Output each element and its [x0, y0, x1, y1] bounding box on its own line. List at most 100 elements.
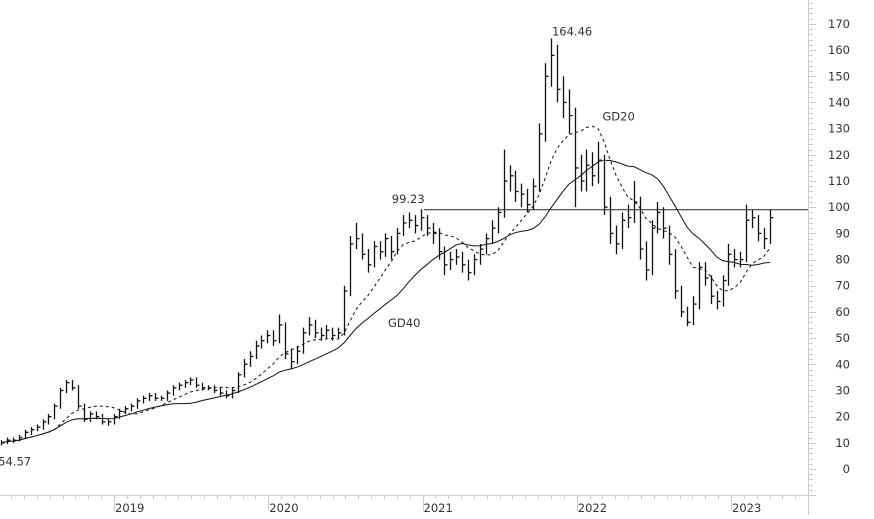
- price-bar: [461, 251, 466, 273]
- price-bar: [113, 414, 118, 425]
- price-bar: [89, 411, 94, 422]
- label-gd20: GD20: [602, 109, 634, 123]
- price-bar: [467, 259, 472, 281]
- price-bar: [609, 196, 614, 244]
- x-tick-label: 2020: [269, 501, 298, 515]
- price-bar: [532, 178, 537, 210]
- price-bar: [739, 251, 744, 268]
- price-bar: [402, 215, 407, 236]
- y-tick-label: 170: [828, 17, 850, 31]
- price-bar: [686, 306, 691, 327]
- price-bar: [414, 215, 419, 234]
- price-bar: [124, 406, 129, 415]
- label-gd40: GD40: [388, 316, 420, 330]
- price-bars: [0, 38, 774, 446]
- price-bar: [260, 335, 265, 349]
- price-bar: [284, 322, 289, 360]
- price-bar: [509, 165, 514, 192]
- price-bar: [396, 228, 401, 255]
- ma-line-gd20: [1, 125, 771, 444]
- price-bar: [680, 285, 685, 318]
- price-bar: [142, 395, 147, 404]
- price-bar: [639, 196, 644, 260]
- annotation-high: 164.46: [552, 24, 592, 38]
- price-bar: [763, 228, 768, 250]
- price-bar: [550, 38, 555, 87]
- price-bar: [65, 379, 70, 394]
- y-tick-label: 0: [843, 462, 850, 476]
- price-bar: [237, 372, 242, 394]
- x-tick-label: 2021: [424, 501, 453, 515]
- price-bar: [213, 385, 218, 394]
- y-tick-label: 10: [835, 436, 850, 450]
- price-bar: [6, 437, 11, 445]
- price-bar: [53, 403, 58, 420]
- price-bar: [343, 285, 348, 336]
- price-bar: [320, 327, 325, 341]
- price-bar: [355, 222, 360, 250]
- price-bar: [568, 89, 573, 134]
- x-tick-label: 2022: [578, 501, 607, 515]
- price-bar: [443, 246, 448, 276]
- price-bar: [727, 243, 732, 286]
- price-bar: [722, 275, 727, 307]
- price-bar: [751, 209, 756, 229]
- price-bar: [716, 290, 721, 310]
- price-bar: [692, 296, 697, 326]
- price-bar: [367, 249, 372, 273]
- price-bar: [621, 212, 626, 250]
- price-bar: [704, 262, 709, 286]
- y-tick-label: 90: [835, 226, 850, 240]
- price-bar: [107, 419, 112, 426]
- price-bar: [302, 327, 307, 354]
- price-bar: [591, 152, 596, 187]
- price-bar: [662, 207, 667, 239]
- axes: 0 10 20 30 40 50 60 70 80 90 100 110 120 130 140 150 160…: [0, 0, 850, 515]
- price-bar: [24, 429, 29, 439]
- price-bar: [207, 385, 212, 391]
- price-bar: [627, 204, 632, 229]
- price-bar: [195, 377, 200, 388]
- price-bar: [178, 382, 183, 391]
- y-tick-label: 100: [828, 200, 850, 214]
- y-tick-label: 20: [835, 410, 850, 424]
- price-bar: [580, 154, 585, 192]
- price-bar: [520, 183, 525, 208]
- price-bar: [71, 379, 76, 391]
- price-bar: [449, 251, 454, 271]
- price-bar: [745, 204, 750, 263]
- price-bar: [562, 76, 567, 119]
- price-bar: [757, 215, 762, 242]
- price-bar: [574, 107, 579, 208]
- annotation-resistance: 99.23: [392, 192, 425, 206]
- price-bar: [379, 241, 384, 260]
- price-bar: [651, 220, 656, 276]
- price-bar: [136, 398, 141, 409]
- price-bar: [615, 225, 620, 255]
- price-bar: [266, 330, 271, 344]
- price-bar: [349, 235, 354, 297]
- price-bar: [390, 235, 395, 260]
- price-bar: [733, 249, 738, 268]
- price-bar: [314, 319, 319, 339]
- y-tick-label: 50: [835, 331, 850, 345]
- price-bar: [337, 327, 342, 339]
- price-bar: [645, 241, 650, 281]
- price-bar: [290, 348, 295, 370]
- price-bar: [420, 209, 425, 231]
- y-tick-label: 160: [828, 43, 850, 57]
- y-tick-label: 40: [835, 357, 850, 371]
- price-bar: [278, 314, 283, 344]
- price-bar: [438, 228, 443, 260]
- price-bar: [426, 215, 431, 236]
- y-tick-label: 130: [828, 122, 850, 136]
- price-bar: [432, 222, 437, 244]
- price-bar: [231, 387, 236, 399]
- price-bar: [101, 414, 106, 425]
- price-bar: [556, 44, 561, 103]
- price-bar: [544, 63, 549, 142]
- price-bar: [36, 424, 41, 432]
- price-bar: [296, 345, 301, 365]
- price-bar: [272, 330, 277, 346]
